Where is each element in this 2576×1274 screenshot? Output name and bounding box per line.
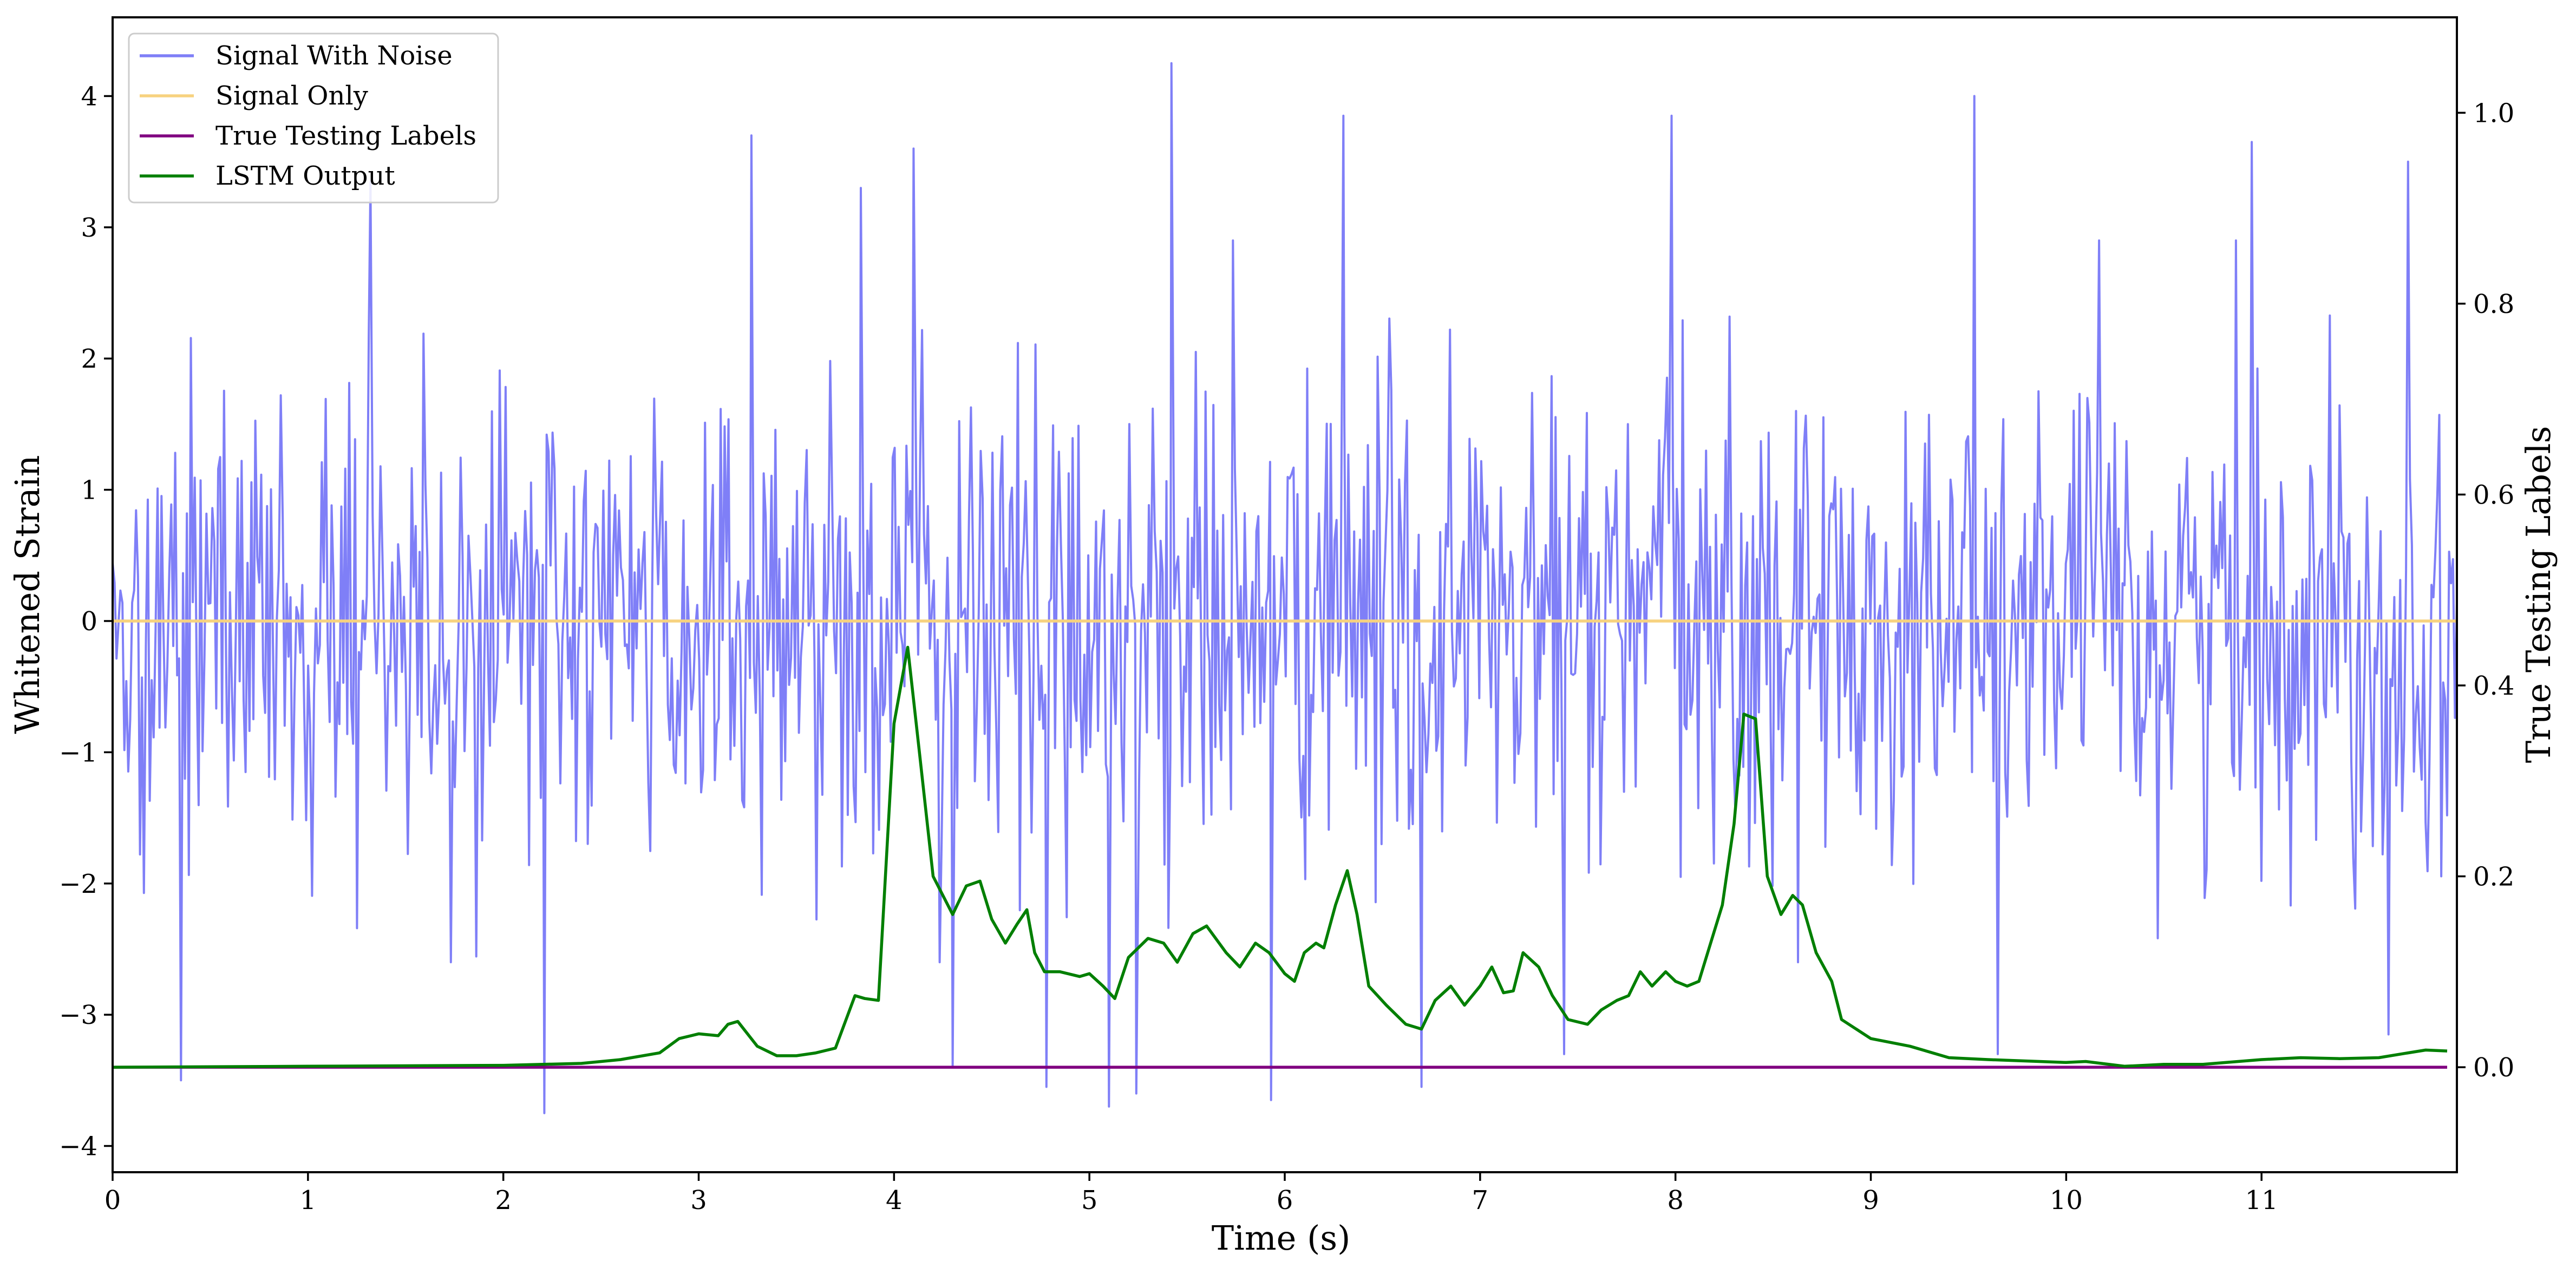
x-tick-label: 4 (886, 1185, 903, 1216)
x-tick-label: 6 (1277, 1185, 1293, 1216)
x-tick-label: 3 (690, 1185, 707, 1216)
x-tick-label: 9 (1862, 1185, 1879, 1216)
x-tick-label: 10 (2050, 1185, 2083, 1216)
y-axis-left: −4 −3 −2 −1 0 1 2 3 4 (59, 81, 113, 1162)
x-tick-label: 2 (495, 1185, 512, 1216)
y-tick-label: 4 (81, 81, 97, 112)
y-tick-label: 0 (81, 606, 97, 637)
y-tick-label: 3 (81, 213, 97, 243)
y-right-tick-label: 0.4 (2473, 671, 2514, 701)
legend-label-signal-only: Signal Only (215, 81, 368, 111)
y-axis-label: Whitened Strain (8, 455, 47, 734)
y-tick-label: −4 (59, 1132, 97, 1162)
y-right-tick-label: 1.0 (2473, 98, 2514, 128)
y-axis-right-label: True Testing Labels (2519, 426, 2558, 763)
legend-label-signal-with-noise: Signal With Noise (215, 41, 453, 71)
legend: Signal With Noise Signal Only True Testing… (128, 32, 499, 204)
x-tick-label: 7 (1472, 1185, 1489, 1216)
x-tick-label: 1 (300, 1185, 317, 1216)
y-tick-label: 2 (81, 344, 97, 374)
x-tick-label: 5 (1081, 1185, 1098, 1216)
signal-with-noise-series (113, 62, 2457, 1114)
y-right-tick-label: 0.8 (2473, 289, 2514, 319)
x-axis-label: Time (s) (1212, 1218, 1351, 1258)
lstm-output-line (113, 645, 2448, 1069)
x-axis: 0 1 2 3 4 5 6 7 8 9 10 11 (104, 1172, 2278, 1216)
x-tick-label: 8 (1667, 1185, 1684, 1216)
legend-label-lstm-output: LSTM Output (215, 161, 395, 191)
y-tick-label: −3 (59, 1000, 97, 1030)
y-right-tick-label: 0.0 (2473, 1053, 2514, 1083)
series-layer (113, 619, 2457, 1069)
legend-box (128, 32, 499, 204)
legend-label-true-testing-labels: True Testing Labels (215, 121, 476, 151)
y-right-tick-label: 0.6 (2473, 480, 2514, 510)
y-tick-label: −1 (59, 737, 97, 768)
x-tick-label: 0 (104, 1185, 121, 1216)
x-tick-label: 11 (2245, 1185, 2278, 1216)
y-tick-label: 1 (81, 475, 97, 506)
y-right-tick-label: 0.2 (2473, 862, 2514, 892)
signal-with-noise-line (113, 62, 2457, 1114)
y-axis-right: 0.0 0.2 0.4 0.6 0.8 1.0 (2457, 98, 2514, 1083)
y-tick-label: −2 (59, 869, 97, 899)
